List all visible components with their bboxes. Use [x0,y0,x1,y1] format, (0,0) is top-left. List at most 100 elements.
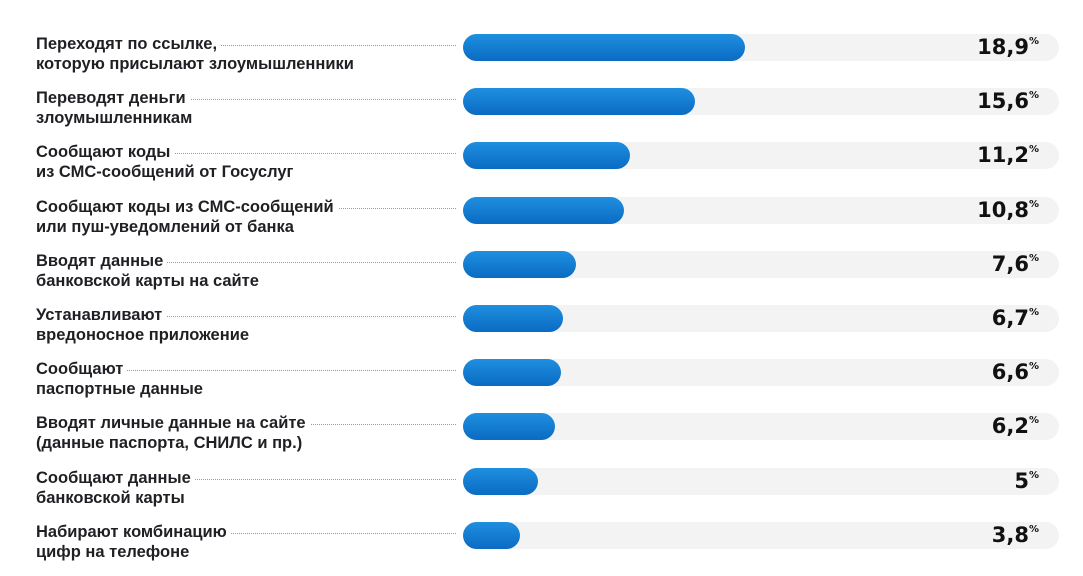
category-label: Сообщают коды из СМС-сообщений или пуш-ув… [36,197,456,251]
chart-row: Переводят деньги злоумышленникам 15,6% [0,88,1083,142]
dotted-leader-line [36,261,456,263]
category-label: Переходят по ссылке, которую присылают зл… [36,34,456,88]
dotted-leader-line [36,532,456,534]
category-label-text: из СМС-сообщений от Госуслуг [36,163,298,182]
category-label: Вводят личные данные на сайте (данные пас… [36,413,456,467]
value-unit-label: % [1028,307,1039,318]
category-label-text: Сообщают коды из СМС-сообщений [36,197,338,216]
category-label-line: паспортные данные [36,379,456,399]
category-label-text: вредоносное приложение [36,326,254,344]
bar [463,250,577,278]
dotted-leader-line [36,45,456,46]
dotted-leader-line [36,99,456,101]
category-label-line: вредоносное приложение [36,325,456,345]
bar [463,196,624,224]
category-label-text: или пуш-уведомлений от банка [36,217,298,236]
chart-row: Устанавливают вредоносное приложение 6,7% [0,305,1083,359]
category-label-line: Сообщают данные [36,468,456,488]
category-label-text: Сообщают [36,360,128,379]
bar [463,467,538,495]
bar [463,88,696,116]
category-label-line: Сообщают [36,359,456,379]
category-label-line: из СМС-сообщений от Госуслуг [36,162,456,182]
chart-row: Набирают комбинацию цифр на телефоне 3,8% [0,521,1083,576]
value-label: 10,8 [977,197,1029,222]
value-unit-label: % [1028,36,1039,47]
category-label-line: цифр на телефоне [36,542,456,562]
value-label: 6,2 [991,414,1029,439]
category-label-line: Переводят деньги [36,88,456,108]
bar [463,359,562,387]
category-label-line: Вводят данные [36,251,456,271]
value-unit-label: % [1028,415,1039,427]
category-label-line: Сообщают коды [36,142,456,162]
category-label-line: Вводят личные данные на сайте [36,413,456,433]
bar [463,413,556,441]
value-label: 18,9 [977,35,1029,59]
category-label-text: Переходят по ссылке, [36,35,222,53]
value-label: 7,6 [991,251,1029,276]
category-label-line: банковской карты [36,488,456,508]
value-label: 5 [1014,468,1029,493]
dotted-leader-line [36,370,456,372]
bar-track [463,359,1059,387]
chart-row: Сообщают паспортные данные 6,6% [0,359,1083,413]
dotted-leader-line [36,153,456,155]
value-label: 15,6 [977,89,1029,114]
bar [463,142,630,170]
value-unit-label: % [1028,198,1039,210]
category-label-text: Вводят личные данные на сайте [36,414,310,433]
value-label: 11,2 [977,143,1029,168]
dotted-leader-line [36,316,456,317]
category-label-text: (данные паспорта, СНИЛС и пр.) [36,434,307,453]
category-label-text: паспортные данные [36,380,207,399]
category-label-text: банковской карты на сайте [36,271,263,290]
category-label-text: злоумышленникам [36,109,197,128]
category-label-text: Переводят деньги [36,89,190,108]
chart-row: Вводят личные данные на сайте (данные пас… [0,413,1083,467]
bar-track [463,467,1059,495]
value-unit-label: % [1028,469,1039,481]
category-label-text: которую присылают злоумышленники [36,55,358,73]
value-label: 6,7 [991,306,1029,330]
dotted-leader-line [36,478,456,480]
bar-track [463,413,1059,441]
category-label: Набирают комбинацию цифр на телефоне [36,522,456,576]
category-label-line: (данные паспорта, СНИЛС и пр.) [36,433,456,453]
value-unit-label: % [1028,523,1039,535]
value-unit-label: % [1028,252,1039,264]
category-label-text: Вводят данные [36,251,168,270]
category-label: Сообщают данные банковской карты [36,468,456,522]
category-label-text: Сообщают данные [36,468,195,487]
chart-row: Сообщают коды из СМС-сообщений или пуш-ув… [0,196,1083,251]
category-label-line: Устанавливают [36,305,456,325]
bar [463,34,745,61]
category-label-text: Устанавливают [36,306,167,324]
category-label: Вводят данные банковской карты на сайте [36,251,456,305]
category-label-line: злоумышленникам [36,108,456,128]
category-label-text: банковской карты [36,488,189,507]
chart-row: Переходят по ссылке, которую присылают зл… [0,34,1083,88]
chart-row: Сообщают коды из СМС-сообщений от Госуслу… [0,142,1083,196]
category-label-text: Сообщают коды [36,143,175,162]
value-unit-label: % [1028,90,1039,102]
value-unit-label: % [1028,361,1039,373]
value-label: 3,8 [991,522,1029,547]
category-label-line: Переходят по ссылке, [36,34,456,54]
category-label-line: Сообщают коды из СМС-сообщений [36,197,456,217]
chart-row: Сообщают данные банковской карты 5% [0,467,1083,522]
category-label: Переводят деньги злоумышленникам [36,88,456,142]
bar [463,521,520,549]
value-unit-label: % [1028,144,1039,156]
category-label-line: которую присылают злоумышленники [36,54,456,74]
category-label: Сообщают паспортные данные [36,359,456,413]
category-label-text: цифр на телефоне [36,542,194,561]
category-label-line: банковской карты на сайте [36,271,456,291]
category-label-line: Набирают комбинацию [36,522,456,542]
category-label: Сообщают коды из СМС-сообщений от Госуслу… [36,142,456,196]
value-label: 6,6 [991,360,1029,385]
category-label-line: или пуш-уведомлений от банка [36,217,456,237]
category-label-text: Набирают комбинацию [36,522,231,541]
category-label: Устанавливают вредоносное приложение [36,305,456,359]
